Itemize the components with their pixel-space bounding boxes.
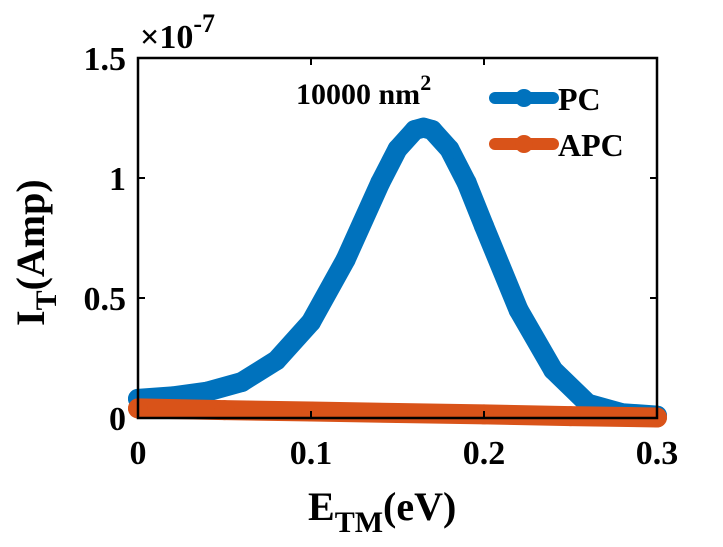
axes-box [136,56,659,420]
data-point-pc [266,350,287,371]
x-tick-label: 0.3 [636,435,679,472]
data-point-pc [335,249,356,270]
data-point-pc [439,139,460,160]
data-point-pc [231,372,252,392]
x-axis-label: ETM(eV) [308,484,456,539]
plot-area [138,58,657,418]
series-layer [128,117,667,428]
area-annotation: 10000 nm2 [296,70,431,111]
data-point-pc [422,120,443,140]
data-point-apc [560,406,581,427]
data-point-pc [197,381,218,402]
legend-label-apc: APC [558,127,624,163]
legend-item-apc: APC [489,127,624,163]
x-tick-label: 0 [130,435,147,472]
x-tick-label: 0.1 [290,435,333,472]
legend-item-pc: PC [489,81,601,117]
data-point-pc [301,312,321,332]
legend-marker-pc [515,89,533,107]
y-tick-label: 1.5 [84,41,127,78]
data-point-pc [456,172,477,193]
axes [136,56,659,420]
data-point-apc [387,403,408,423]
data-point-pc [543,360,564,380]
y-tick-label: 0.5 [84,281,127,318]
data-point-pc [508,300,529,320]
legend-marker-apc [515,135,533,153]
legend: PC APC [489,81,624,163]
legend-label-pc: PC [558,81,601,117]
data-point-pc [474,216,494,236]
plot-background [138,58,657,418]
y-tick-label: 1 [109,161,126,198]
y-axis-label: IT(Amp) [8,179,63,326]
y-tick-label: 0 [109,401,126,438]
data-point-apc [214,400,235,421]
data-point-pc [387,139,408,160]
ticks: 0 0.1 0.2 0.3 0 0.5 1 1.5 [84,41,679,472]
x-tick-label: 0.2 [463,435,506,472]
y-exponent-label: ×10-7 [140,9,215,56]
data-point-pc [370,172,391,193]
